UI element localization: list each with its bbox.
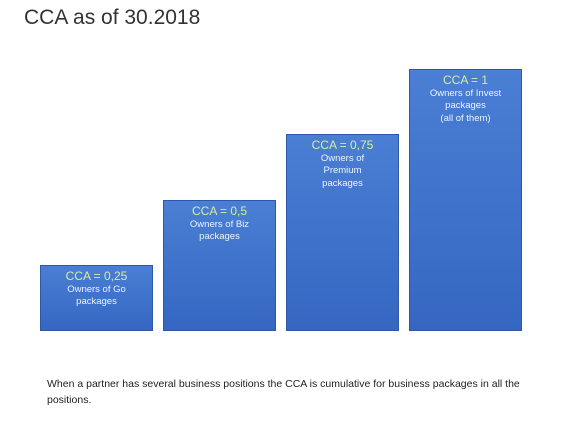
bar-description-label: Owners of Biz packages bbox=[189, 219, 250, 243]
bar-description-label: Owners of Premium packages bbox=[320, 153, 365, 189]
bar-value-label: CCA = 1 bbox=[442, 73, 489, 87]
bar-go: CCA = 0,25 Owners of Go packages bbox=[40, 265, 153, 331]
bar-value-label: CCA = 0,25 bbox=[65, 269, 128, 283]
page-title: CCA as of 30.2018 bbox=[24, 6, 201, 29]
bar-value-label: CCA = 0,5 bbox=[191, 204, 248, 218]
bar-description-label: Owners of Go packages bbox=[67, 284, 126, 308]
bar-premium: CCA = 0,75 Owners of Premium packages bbox=[286, 134, 399, 331]
bar-biz: CCA = 0,5 Owners of Biz packages bbox=[163, 200, 276, 331]
bar-value-label: CCA = 0,75 bbox=[311, 138, 374, 152]
bar-description-label: Owners of Invest packages (all of them) bbox=[429, 88, 502, 124]
footnote: When a partner has several business posi… bbox=[47, 378, 520, 407]
bar-invest: CCA = 1 Owners of Invest packages (all of… bbox=[409, 69, 522, 331]
